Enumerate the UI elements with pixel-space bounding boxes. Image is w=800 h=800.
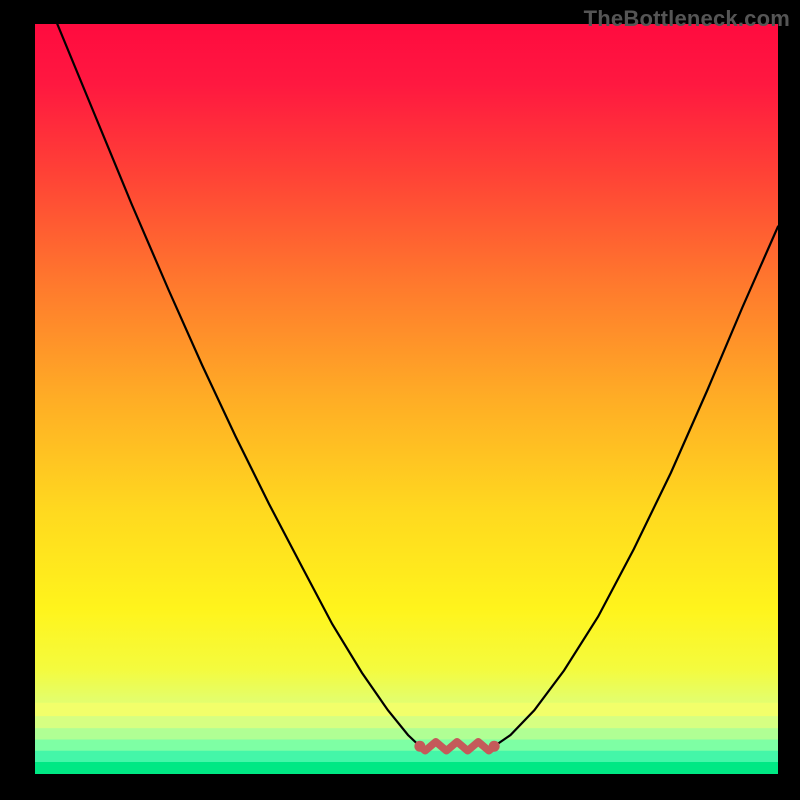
bottom-band — [35, 740, 778, 751]
bottleneck-chart-svg — [0, 0, 800, 800]
plot-area — [35, 24, 778, 774]
stage: TheBottleneck.com — [0, 0, 800, 800]
valley-endcap-right — [489, 741, 500, 752]
bottom-band — [35, 762, 778, 774]
bottom-band — [35, 716, 778, 728]
valley-endcap-left — [414, 741, 425, 752]
bottom-bands — [35, 703, 778, 774]
bottom-band — [35, 703, 778, 717]
bottom-band — [35, 751, 778, 762]
gradient-background — [35, 24, 778, 774]
